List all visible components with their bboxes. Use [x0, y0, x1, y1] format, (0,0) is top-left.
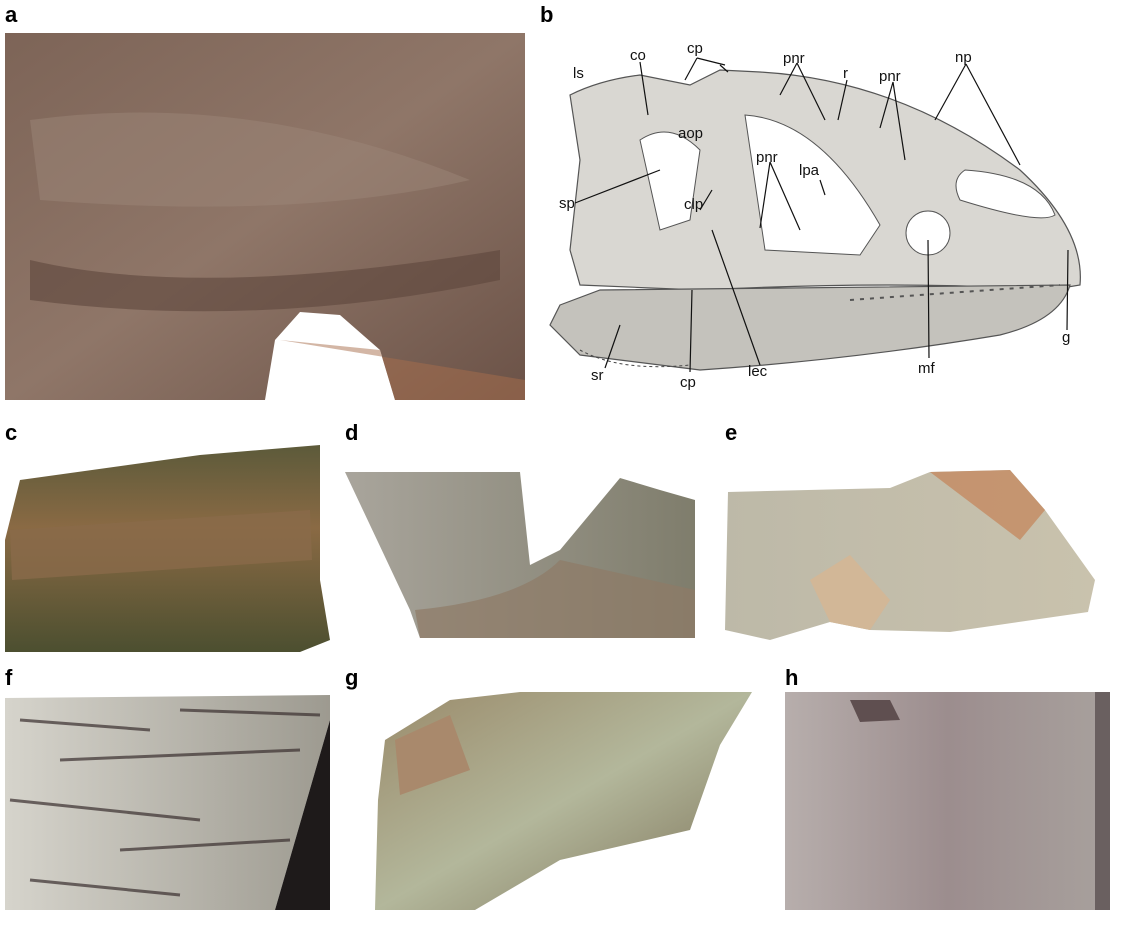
edge [1095, 692, 1110, 910]
annotation: lpa [799, 162, 820, 179]
mandible-drawing [549, 284, 1071, 371]
annotation: pnr [756, 149, 778, 166]
fossil-photo [785, 692, 1110, 910]
panel-f: f [5, 665, 330, 910]
panel-label: d [345, 420, 358, 445]
reconstructed-edge [579, 349, 691, 368]
panel-d: d [345, 420, 695, 638]
annotation: cp [687, 40, 703, 57]
annotation: cp [680, 374, 696, 391]
bone [850, 700, 900, 722]
panel-e: e [725, 420, 1095, 640]
annotation: pnr [783, 50, 805, 67]
bone [415, 560, 695, 638]
annotation: g [1062, 329, 1070, 346]
panel-label: c [5, 420, 17, 445]
annotation: r [843, 65, 848, 82]
leader-lines [574, 57, 1069, 373]
fossil-photo [375, 692, 752, 910]
annotation: sr [591, 367, 604, 384]
panel-h: h [785, 665, 1110, 910]
panel-label: b [540, 2, 553, 27]
jaw [30, 250, 500, 312]
naris [955, 169, 1056, 219]
panel-label: f [5, 665, 13, 690]
panel-label: g [345, 665, 358, 690]
matrix [810, 555, 890, 630]
panel-b: b ls co cp aop sp clp pnr r pnr np pnr l… [540, 2, 1081, 391]
panel-label: h [785, 665, 798, 690]
panel-g: g [345, 665, 752, 910]
bone [395, 715, 470, 795]
matrix [930, 470, 1045, 540]
vertebrae [10, 510, 312, 580]
background [275, 720, 330, 910]
annotation: ls [573, 65, 584, 82]
orbit [639, 131, 701, 231]
annotation: mf [918, 360, 935, 377]
skull-bones [30, 112, 470, 207]
fossil-photo [5, 33, 525, 400]
panel-a: a [5, 2, 525, 400]
annotation: aop [678, 125, 703, 142]
panel-label: a [5, 2, 18, 27]
fossil-photo [5, 695, 330, 910]
feather-streaks [9, 708, 321, 897]
matrix [280, 340, 525, 400]
annotation: sp [559, 195, 575, 212]
antorbital-fenestra [744, 114, 881, 256]
annotation: lec [748, 363, 768, 380]
annotation: clp [684, 196, 703, 213]
panel-label: e [725, 420, 737, 445]
annotation: np [955, 49, 972, 66]
fossil-photo [725, 470, 1095, 640]
panel-c: c [5, 420, 330, 652]
annotation: co [630, 47, 646, 64]
annotation: pnr [879, 68, 901, 85]
